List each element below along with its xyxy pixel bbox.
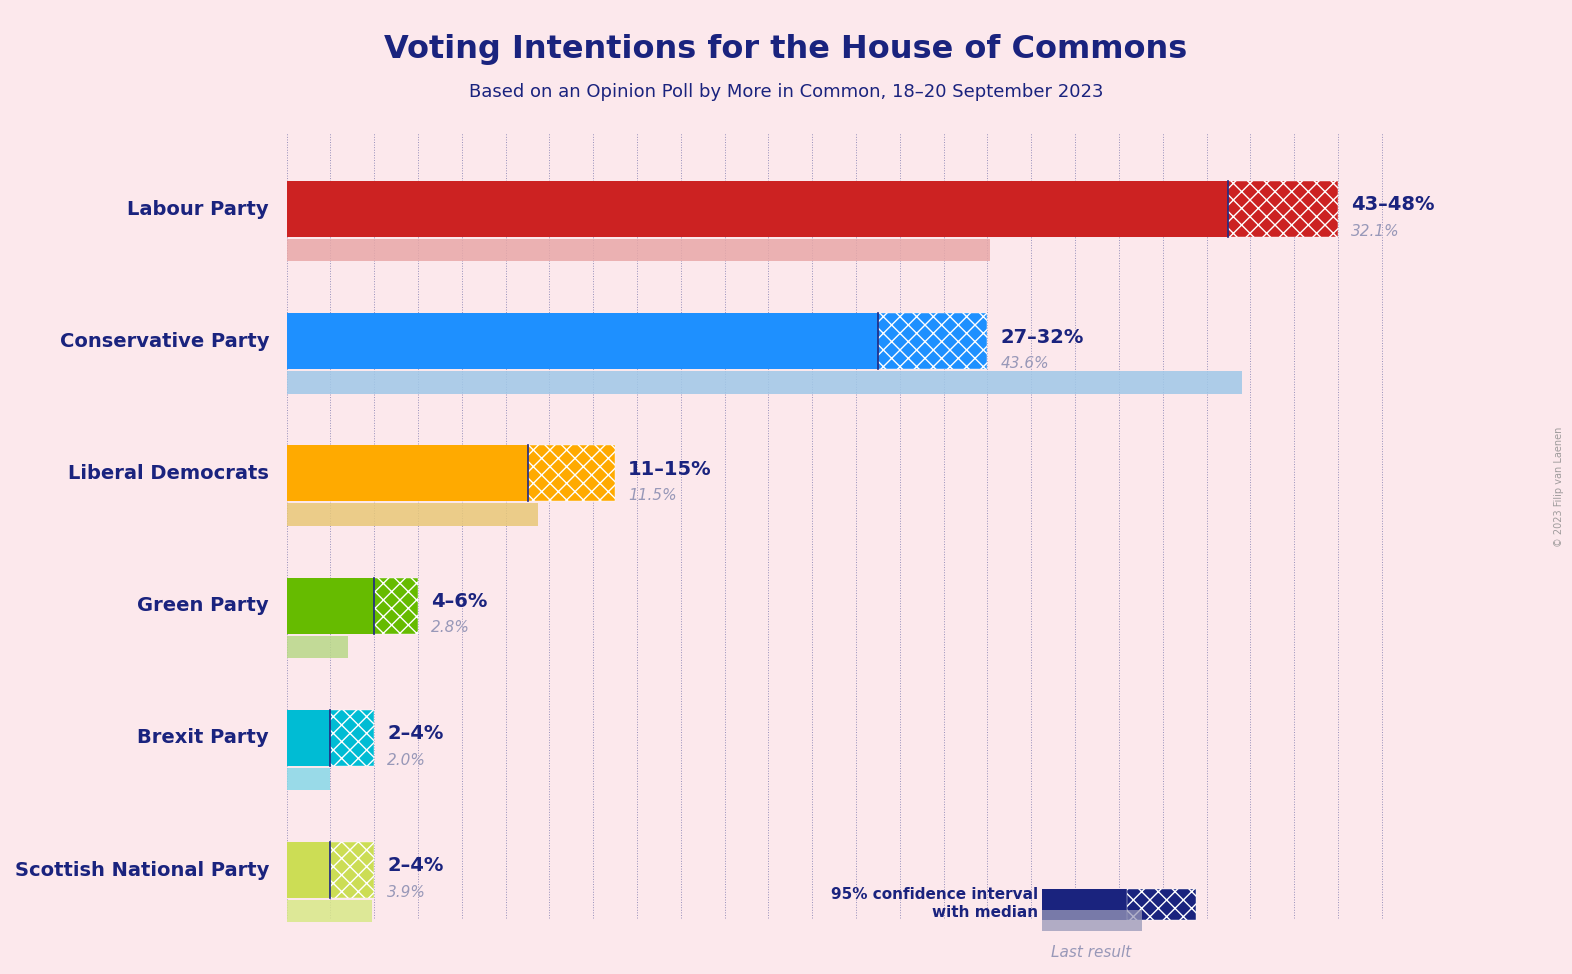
Text: 43–48%: 43–48% — [1350, 196, 1435, 214]
Bar — [528, 445, 615, 502]
Bar — [286, 504, 539, 526]
Text: Last result: Last result — [1052, 945, 1132, 960]
Bar — [286, 768, 330, 790]
Text: 27–32%: 27–32% — [1001, 327, 1085, 347]
Text: Voting Intentions for the House of Commons: Voting Intentions for the House of Commo… — [385, 34, 1187, 65]
Text: 3.9%: 3.9% — [387, 885, 426, 900]
Text: 2.0%: 2.0% — [387, 753, 426, 768]
Bar — [1127, 889, 1196, 919]
Text: 11.5%: 11.5% — [629, 488, 678, 504]
Bar — [1042, 889, 1127, 919]
Text: 43.6%: 43.6% — [1001, 356, 1049, 371]
Bar — [286, 578, 374, 633]
Text: 2–4%: 2–4% — [387, 856, 443, 876]
Bar — [374, 578, 418, 633]
Bar — [286, 445, 528, 502]
Bar — [286, 900, 373, 922]
Bar — [286, 843, 330, 898]
Bar — [286, 710, 330, 766]
Text: © 2023 Filip van Laenen: © 2023 Filip van Laenen — [1555, 427, 1564, 547]
Bar — [330, 843, 374, 898]
Text: Labour Party: Labour Party — [127, 200, 269, 218]
Bar — [286, 181, 1228, 237]
Bar — [879, 314, 987, 369]
Bar — [1228, 181, 1338, 237]
Bar — [286, 371, 1242, 393]
Bar — [286, 636, 347, 658]
Text: Liberal Democrats: Liberal Democrats — [68, 464, 269, 483]
Bar — [286, 239, 990, 261]
Bar — [1042, 910, 1141, 931]
Text: Brexit Party: Brexit Party — [137, 729, 269, 747]
Text: 95% confidence interval
with median: 95% confidence interval with median — [830, 887, 1038, 919]
Text: 2–4%: 2–4% — [387, 725, 443, 743]
Text: Conservative Party: Conservative Party — [60, 332, 269, 351]
Text: 2.8%: 2.8% — [431, 620, 470, 635]
Text: Scottish National Party: Scottish National Party — [14, 860, 269, 880]
Text: Based on an Opinion Poll by More in Common, 18–20 September 2023: Based on an Opinion Poll by More in Comm… — [468, 83, 1104, 100]
Bar — [330, 710, 374, 766]
Text: 11–15%: 11–15% — [629, 460, 712, 479]
Bar — [286, 314, 879, 369]
Text: 4–6%: 4–6% — [431, 592, 487, 611]
Text: 32.1%: 32.1% — [1350, 224, 1399, 239]
Text: Green Party: Green Party — [137, 596, 269, 616]
